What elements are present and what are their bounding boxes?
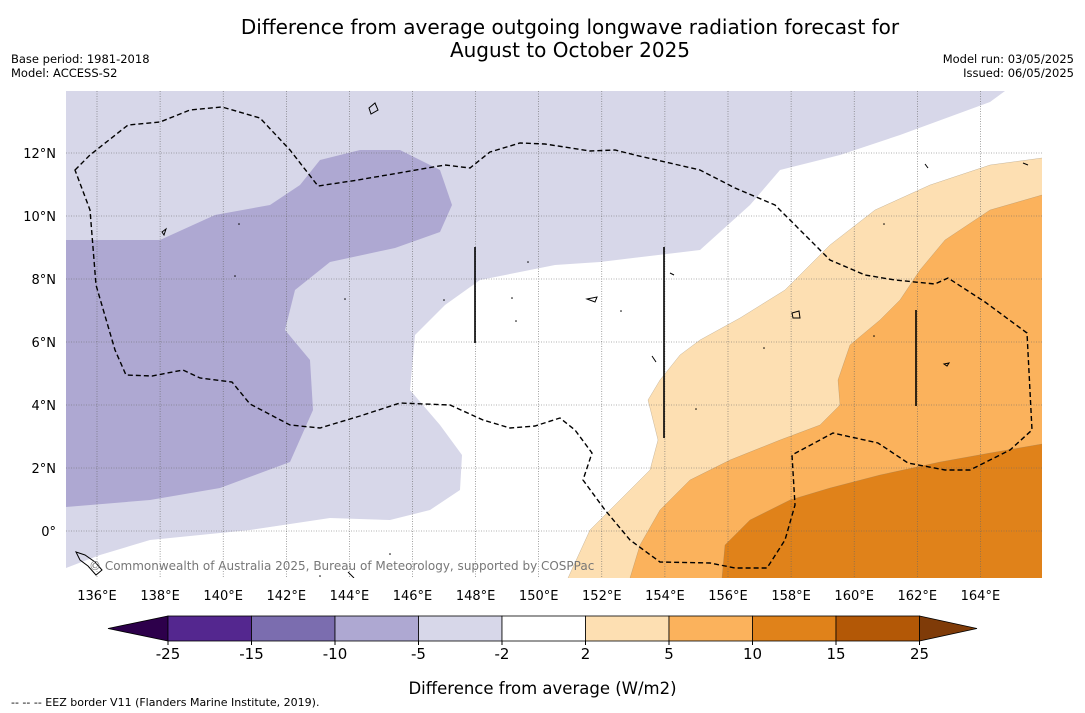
lon-tick-label: 158°E: [771, 589, 811, 604]
model-name: Model: ACCESS-S2: [11, 66, 118, 80]
colorbar-segment: [668, 615, 753, 642]
lat-tick-label: 12°N: [23, 147, 56, 162]
latitude-labels: 12°N 10°N 8°N 6°N 4°N 2°N 0°: [23, 147, 56, 540]
meta-left: Base period: 1981-2018 Model: ACCESS-S2: [11, 52, 150, 80]
lon-tick-label: 138°E: [140, 589, 180, 604]
colorbar-segment: [334, 615, 419, 642]
field-dark-orange: [722, 444, 1042, 578]
lat-tick-label: 2°N: [32, 462, 57, 477]
issued-date: Issued: 06/05/2025: [963, 66, 1074, 80]
longitude-labels: 136°E 138°E 140°E 142°E 144°E 146°E 148°E 150°E…: [77, 589, 1000, 604]
title-line-2: August to October 2025: [449, 38, 691, 62]
lon-tick-label: 164°E: [961, 589, 1001, 604]
base-period: Base period: 1981-2018: [11, 52, 150, 66]
colorbar-tick-label: 5: [664, 645, 674, 663]
colorbar-tick-label: -25: [156, 645, 181, 663]
meta-right: Model run: 03/05/2025 Issued: 06/05/2025: [943, 52, 1074, 80]
colorbar-segment: [835, 615, 920, 642]
island-dots: [234, 223, 885, 577]
anomaly-field: [66, 91, 1042, 578]
colorbar-segment: [585, 615, 670, 642]
colorbar-tick-label: 25: [910, 645, 929, 663]
colorbar-tick-label: -10: [323, 645, 348, 663]
colorbar-tick-label: 15: [826, 645, 845, 663]
lon-tick-label: 148°E: [456, 589, 496, 604]
reference-lines: [474, 247, 917, 438]
colorbar-extend-low: [107, 615, 169, 642]
lon-tick-label: 150°E: [519, 589, 559, 604]
lat-tick-label: 4°N: [32, 399, 57, 414]
eez-footnote: -- -- -- EEZ border V11 (Flanders Marine…: [11, 696, 320, 709]
colorbar-tick-label: 10: [743, 645, 762, 663]
islands: [75, 102, 1029, 578]
field-purple: [66, 150, 452, 507]
colorbar-tick-label: -2: [495, 645, 510, 663]
colorbar-segment: [167, 615, 252, 642]
colorbar-segment: [251, 615, 336, 642]
lat-tick-label: 8°N: [32, 273, 57, 288]
lon-tick-label: 140°E: [203, 589, 243, 604]
model-run: Model run: 03/05/2025: [942, 52, 1074, 66]
colorbar-extend-high: [919, 615, 978, 642]
colorbar-tick-label: -5: [411, 645, 426, 663]
title-line-1: Difference from average outgoing longwav…: [240, 15, 900, 39]
colorbar-tick-labels: -25 -15 -10 -5 -2 2 5 10 15 25: [156, 645, 929, 663]
lat-tick-label: 6°N: [32, 336, 57, 351]
colorbar-segment: [501, 615, 586, 642]
eez-border: [74, 106, 1033, 569]
colorbar-segment: [752, 615, 837, 642]
lat-tick-label: 10°N: [23, 210, 56, 225]
graticule: [66, 91, 1042, 578]
lon-tick-label: 156°E: [708, 589, 748, 604]
lon-tick-label: 160°E: [834, 589, 874, 604]
colorbar: [107, 615, 978, 645]
colorbar-tick-label: -15: [239, 645, 264, 663]
lon-tick-label: 136°E: [77, 589, 117, 604]
colorbar-segment: [418, 615, 503, 642]
colorbar-label: Difference from average (W/m2): [408, 679, 677, 698]
lon-tick-label: 146°E: [393, 589, 433, 604]
lon-tick-label: 152°E: [582, 589, 622, 604]
lon-tick-label: 144°E: [330, 589, 370, 604]
lat-tick-label: 0°: [41, 525, 56, 540]
lon-tick-label: 154°E: [645, 589, 685, 604]
colorbar-tick-label: 2: [581, 645, 591, 663]
lon-tick-label: 142°E: [267, 589, 307, 604]
copyright-watermark: © Commonwealth of Australia 2025, Bureau…: [89, 559, 595, 573]
lon-tick-label: 162°E: [898, 589, 938, 604]
